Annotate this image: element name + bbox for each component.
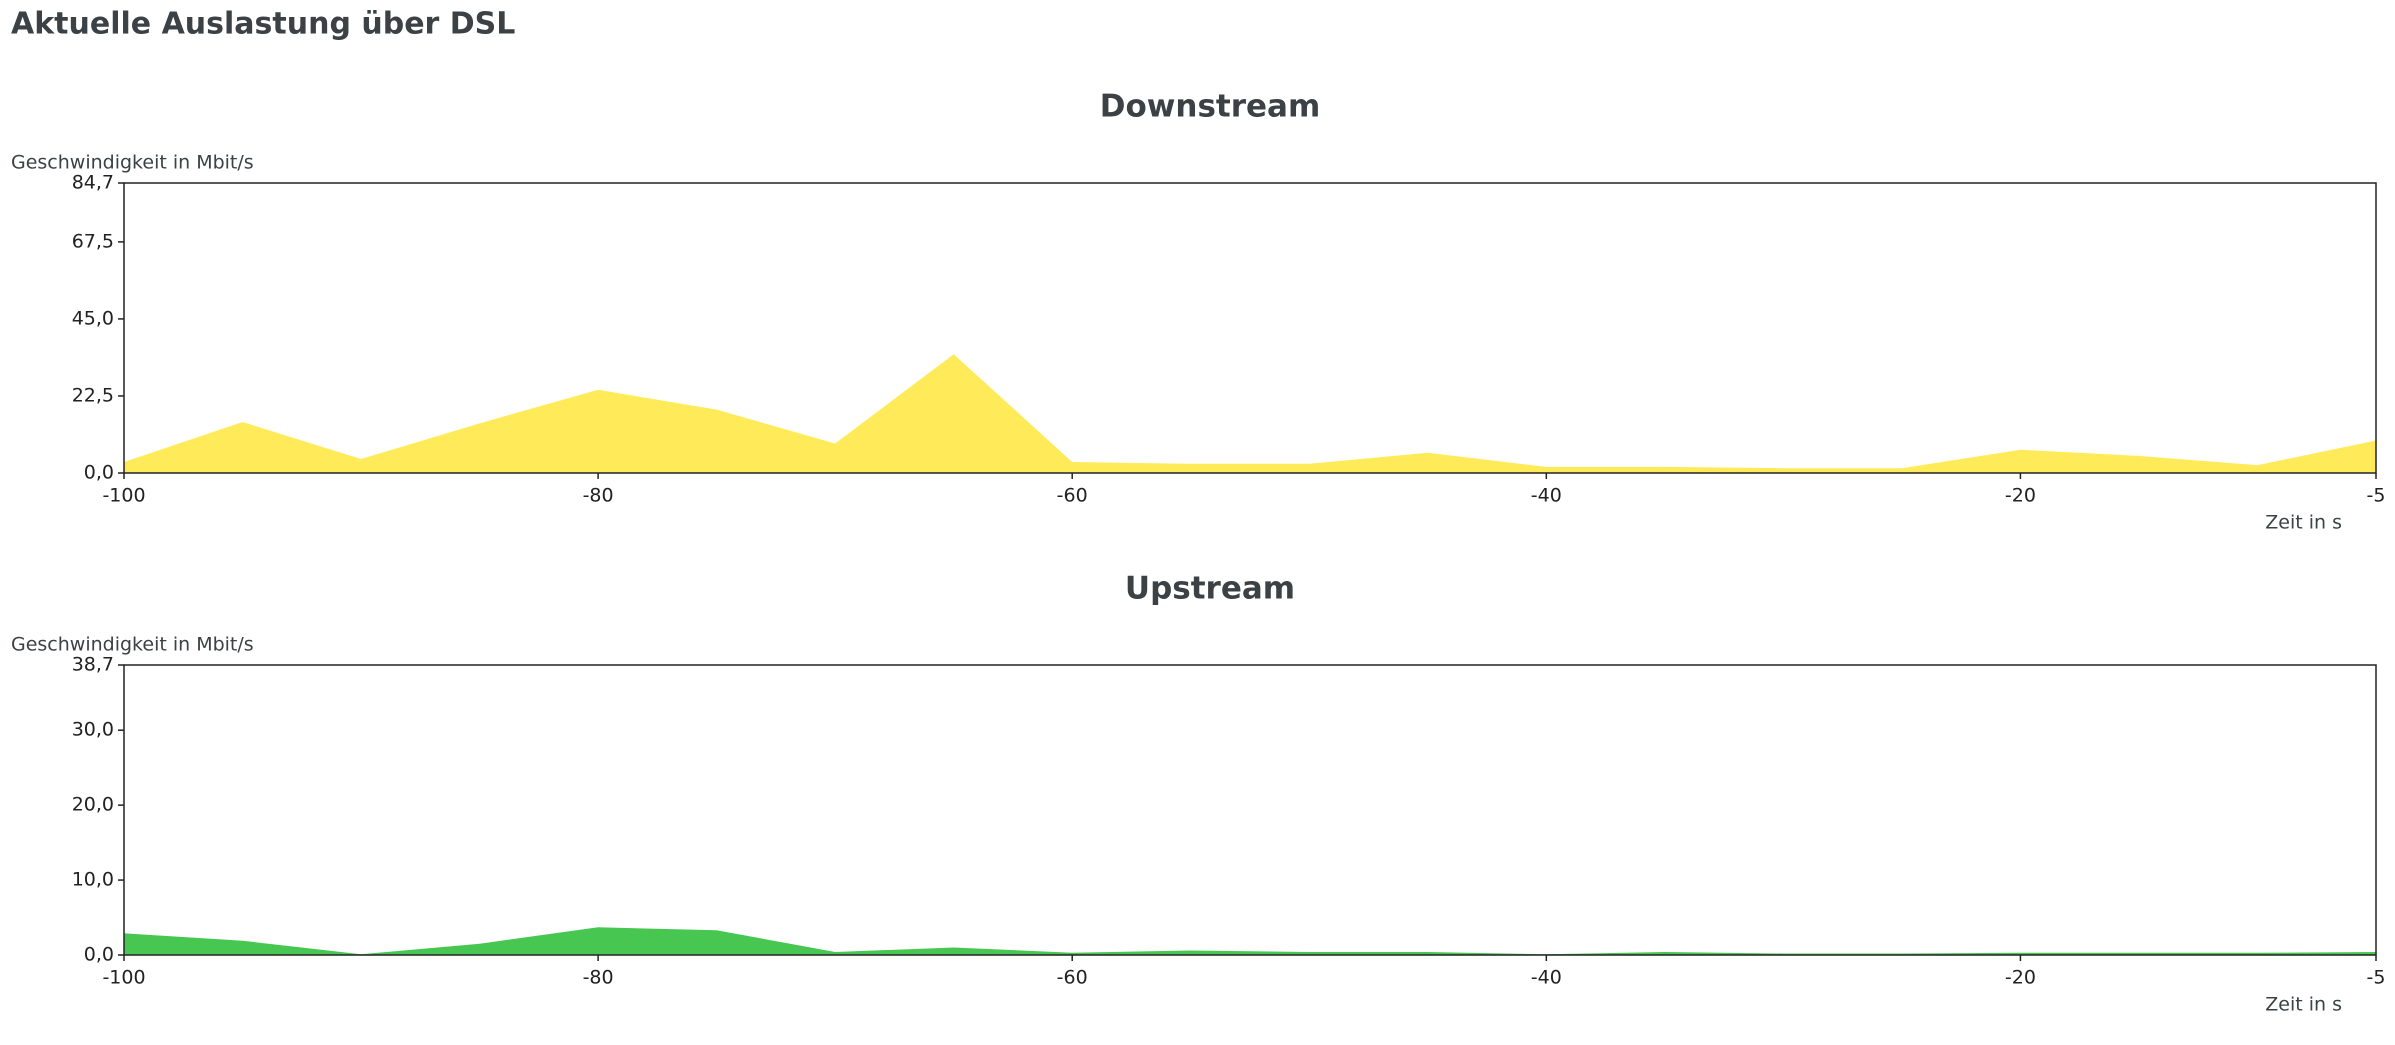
x-tick-label: -20 [2005, 967, 2036, 989]
x-axis-label: Zeit in s [2265, 994, 2342, 1016]
y-tick-label: 0,0 [84, 462, 114, 484]
y-axis-label: Geschwindigkeit in Mbit/s [11, 634, 254, 656]
y-tick-label: 10,0 [72, 869, 114, 891]
y-tick-label: 84,7 [72, 172, 114, 194]
chart-title: Downstream [1100, 89, 1321, 125]
x-tick-label: -100 [102, 967, 145, 989]
plot-frame [123, 182, 2377, 474]
x-tick-label: -60 [1057, 967, 1088, 989]
x-tick-label: -5 [2367, 967, 2386, 989]
x-tick-label: -80 [583, 967, 614, 989]
y-tick-label: 30,0 [72, 719, 114, 741]
x-tick-label: -40 [1531, 485, 1562, 507]
x-tick-label: -5 [2367, 485, 2386, 507]
page-title: Aktuelle Auslastung über DSL [11, 7, 515, 42]
y-tick-label: 20,0 [72, 794, 114, 816]
x-tick-label: -80 [583, 485, 614, 507]
y-tick-label: 22,5 [72, 384, 114, 406]
y-tick-label: 0,0 [84, 944, 114, 966]
y-tick-label: 45,0 [72, 307, 114, 329]
x-tick-label: -60 [1057, 485, 1088, 507]
y-tick-label: 67,5 [72, 230, 114, 252]
area [124, 354, 2376, 473]
x-tick-label: -100 [102, 485, 145, 507]
chart-title: Upstream [1125, 571, 1295, 607]
plot-frame [123, 664, 2377, 956]
area [124, 927, 2376, 955]
x-tick-label: -40 [1531, 967, 1562, 989]
y-tick-label: 38,7 [72, 654, 114, 676]
x-tick-label: -20 [2005, 485, 2036, 507]
x-axis-label: Zeit in s [2265, 512, 2342, 534]
y-axis-label: Geschwindigkeit in Mbit/s [11, 152, 254, 174]
